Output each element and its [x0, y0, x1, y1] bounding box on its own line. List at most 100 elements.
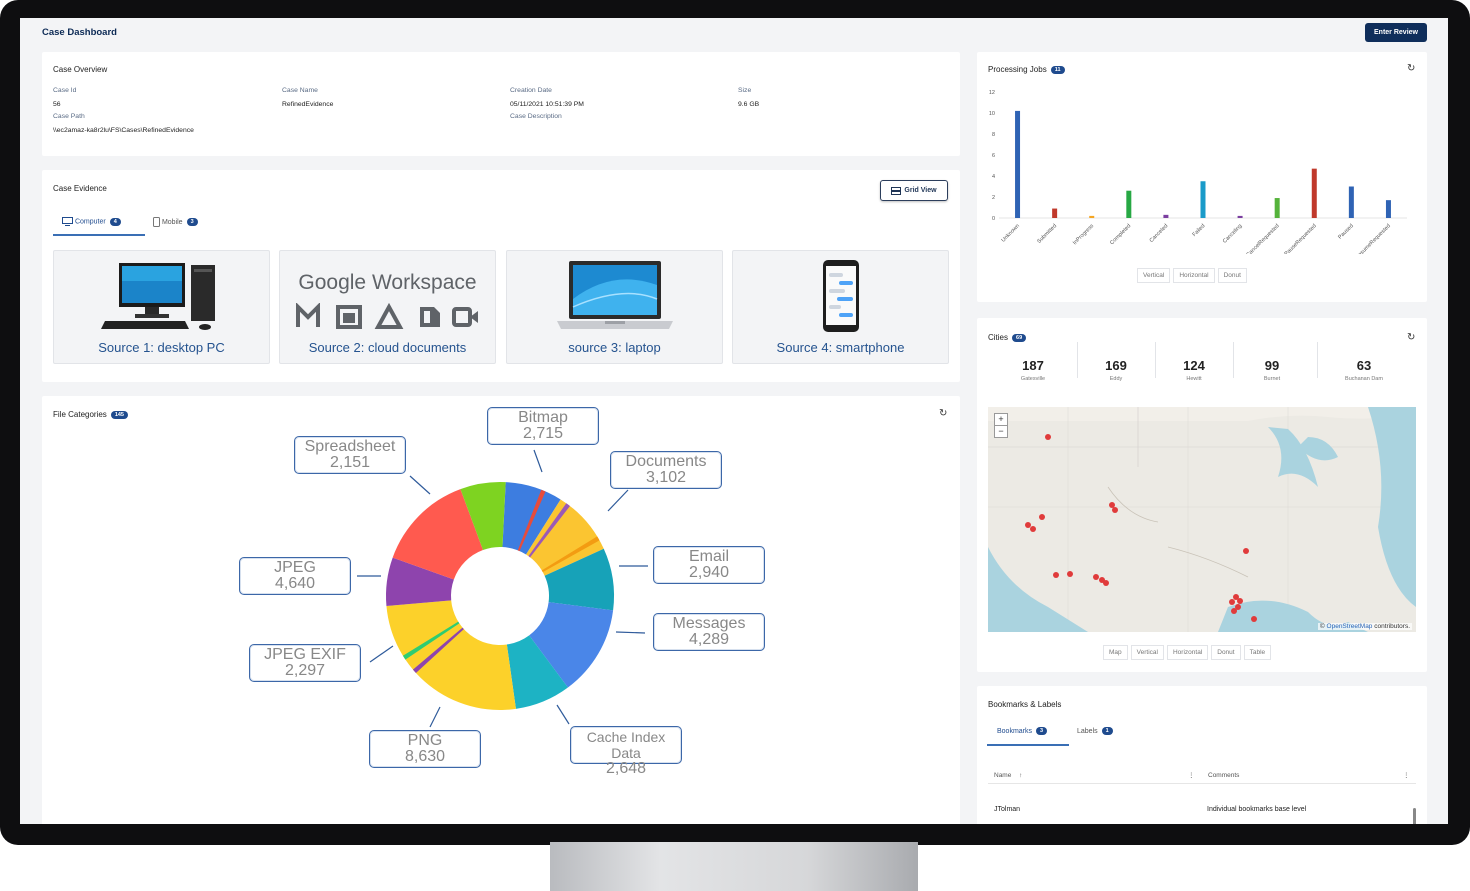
callout-cache-name: Cache Index Data	[586, 729, 666, 761]
city-stat-name: Hewitt	[1186, 376, 1202, 382]
screen: Case Dashboard Enter Review Case Overvie…	[20, 18, 1448, 824]
leader-line	[429, 706, 441, 728]
processing-jobs-refresh-icon[interactable]: ↻	[1407, 63, 1416, 74]
map-markers	[1025, 434, 1257, 622]
bar	[1385, 200, 1391, 218]
cities-refresh-icon[interactable]: ↻	[1407, 332, 1416, 343]
file-categories-title: File Categories 145	[53, 410, 128, 419]
callout-jpeg-exif-name: JPEG EXIF	[264, 646, 346, 663]
view-tab-vertical[interactable]: Vertical	[1137, 268, 1171, 283]
donut-subslice	[517, 489, 546, 552]
file-categories-refresh-icon[interactable]: ↻	[939, 408, 948, 419]
donut-subslice	[541, 536, 600, 573]
file-categories-count: 145	[110, 410, 128, 419]
city-stat-value: 169	[1105, 358, 1127, 373]
x-tick-label: Submitted	[1036, 223, 1058, 245]
openstreetmap-link[interactable]: OpenStreetMap	[1326, 623, 1373, 630]
source-tile-4[interactable]: Source 4: smartphone	[732, 250, 949, 364]
column-name-label: Name	[994, 772, 1012, 779]
x-tick-label: ResumeRequested	[1354, 223, 1392, 254]
stat-divider	[1077, 342, 1078, 378]
callout-png-value: 8,630	[404, 748, 446, 765]
enter-review-button[interactable]: Enter Review	[1365, 23, 1427, 42]
tab-mobile[interactable]: Mobile 3	[153, 217, 198, 227]
city-stat: 124 Hewitt	[1154, 358, 1234, 382]
callout-spreadsheet-value: 2,151	[329, 454, 371, 471]
callout-documents: Documents 3,102	[610, 451, 722, 489]
cities-map[interactable]: + − © OpenStreetMap contributors.	[988, 407, 1416, 632]
view-tab-horizontal[interactable]: Horizontal	[1173, 268, 1215, 283]
callout-bitmap-name: Bitmap	[518, 409, 568, 426]
column-menu-icon[interactable]: ⋮	[1188, 772, 1195, 779]
bar	[1200, 181, 1206, 218]
donut-slice	[385, 557, 454, 607]
size-label: Size	[738, 87, 752, 94]
processing-jobs-count: 11	[1050, 65, 1065, 74]
city-stat-value: 187	[1022, 358, 1044, 373]
map-zoom-control[interactable]: + −	[994, 413, 1008, 438]
x-tick-label: Paused	[1337, 223, 1354, 240]
monitor-stand	[550, 842, 918, 891]
copyright-symbol: ©	[1319, 623, 1325, 630]
workspace-app-icons	[296, 303, 478, 329]
x-tick-label: Canceling	[1222, 223, 1244, 245]
donut-slice	[386, 600, 516, 710]
view-tab-donut[interactable]: Donut	[1217, 268, 1247, 283]
table-scrollbar[interactable]	[1413, 808, 1416, 824]
table-row[interactable]: JTolman Individual bookmarks base level	[988, 806, 1416, 824]
grid-view-button[interactable]: Grid View	[880, 180, 948, 201]
city-stat-value: 63	[1356, 358, 1372, 373]
callout-messages-value: 4,289	[688, 631, 730, 648]
x-tick-label: Canceled	[1149, 223, 1170, 244]
source-tile-2[interactable]: Google Workspace Source 2: cloud documen…	[279, 250, 496, 364]
x-tick-label: Unknown	[1000, 223, 1020, 243]
callout-documents-name: Documents	[625, 453, 707, 470]
tab-labels[interactable]: Labels 1	[1077, 727, 1113, 735]
zoom-out-button[interactable]: −	[995, 425, 1007, 437]
callout-jpeg-exif-value: 2,297	[284, 662, 326, 679]
tab-bookmarks-label: Bookmarks	[997, 727, 1033, 735]
cities-label: Cities	[988, 333, 1009, 342]
donut-slice	[544, 548, 614, 611]
callout-spreadsheet: Spreadsheet 2,151	[294, 436, 406, 474]
grid-view-label: Grid View	[904, 187, 937, 194]
donut-slice	[460, 482, 506, 551]
view-tab-map[interactable]: Map	[1103, 645, 1128, 660]
y-tick-label: 12	[989, 90, 995, 96]
column-header-name[interactable]: Name ↑	[994, 772, 1022, 779]
sort-arrow-icon: ↑	[1019, 772, 1023, 779]
tab-computer-count: 4	[109, 217, 121, 226]
page-title: Case Dashboard	[42, 27, 117, 38]
stat-divider	[1233, 342, 1234, 378]
bar	[1015, 110, 1021, 218]
view-tab-vertical[interactable]: Vertical	[1130, 645, 1164, 660]
file-categories-donut-chart	[357, 449, 648, 728]
processing-jobs-label: Processing Jobs	[988, 65, 1047, 74]
case-evidence-title: Case Evidence	[53, 184, 107, 193]
cities-count: 69	[1012, 333, 1027, 342]
leader-line	[556, 704, 570, 725]
view-tab-donut[interactable]: Donut	[1211, 645, 1241, 660]
callout-messages: Messages 4,289	[653, 613, 765, 651]
callout-cache: Cache Index Data 2,648	[570, 726, 682, 777]
tab-active-underline	[53, 234, 145, 236]
x-tick-label: PauseRequested	[1284, 223, 1318, 254]
view-tab-horizontal[interactable]: Horizontal	[1166, 645, 1209, 660]
column-menu-icon[interactable]: ⋮	[1403, 772, 1410, 779]
tab-computer[interactable]: Computer 4	[62, 217, 121, 226]
processing-jobs-bar-chart: 0 2 4 6 8 10 12 Unknown Submitted InProgress Compl…	[989, 90, 1407, 254]
case-path-label: Case Path	[53, 113, 85, 120]
creation-date-label: Creation Date	[510, 87, 552, 94]
source-tile-1[interactable]: Source 1: desktop PC	[53, 250, 270, 364]
donut-subslice	[412, 627, 464, 674]
zoom-in-button[interactable]: +	[998, 414, 1004, 424]
view-tab-table[interactable]: Table	[1243, 645, 1272, 660]
source-tile-3[interactable]: source 3: laptop	[506, 250, 723, 364]
donut-subslice	[402, 621, 460, 660]
cities-view-tabs: Map Vertical Horizontal Donut Table	[1103, 645, 1274, 660]
tab-bookmarks[interactable]: Bookmarks 3	[997, 727, 1048, 735]
x-tick-label: CancelRequested	[1245, 223, 1280, 254]
donut-slice	[392, 489, 483, 580]
column-header-comments[interactable]: Comments	[1208, 772, 1240, 779]
callout-email-value: 2,940	[688, 564, 730, 581]
